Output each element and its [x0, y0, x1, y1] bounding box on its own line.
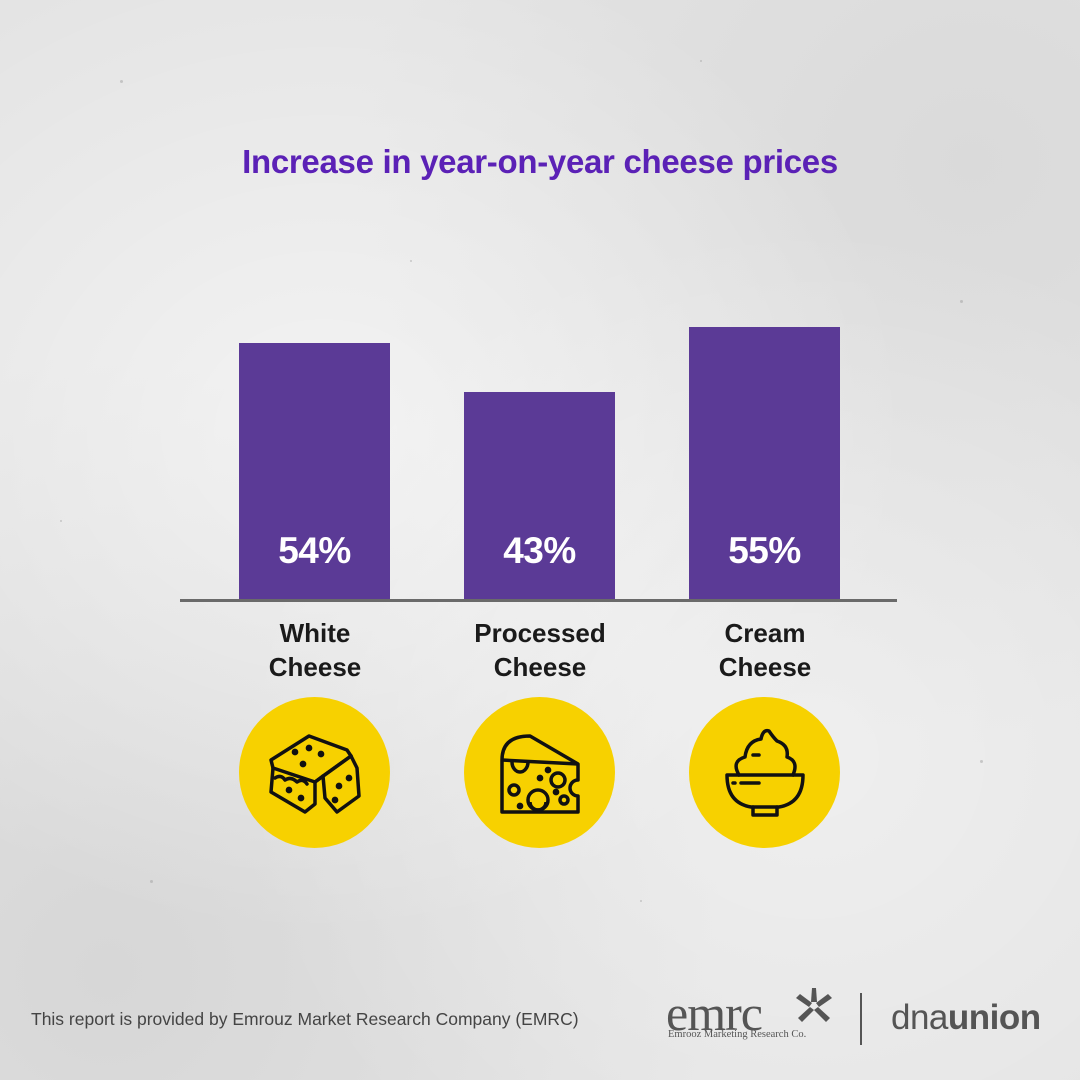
bar-value-label: 43% [503, 530, 576, 571]
footer-credit: This report is provided by Emrouz Market… [31, 1009, 579, 1029]
dnaunion-logo-bold: union [947, 998, 1041, 1037]
bar-white-cheese: 54% [239, 343, 390, 600]
category-label-white-cheese: White Cheese [205, 616, 425, 684]
cheese-block-icon [268, 733, 361, 814]
texture-speck [120, 80, 123, 83]
x-axis-baseline [180, 599, 897, 602]
dnaunion-logo: dnaunion [891, 998, 1041, 1038]
texture-speck [980, 760, 983, 763]
swiss-cheese-wedge-icon [499, 733, 580, 814]
cream-cheese-bowl-icon [724, 728, 805, 817]
bar-processed-cheese: 43% [464, 392, 615, 600]
label-line: White [279, 618, 351, 648]
label-line: Cheese [718, 652, 812, 682]
label-line: Cheese [268, 652, 362, 682]
emrc-logo: emrc Emrooz Marketing Research Co. [666, 985, 836, 1045]
icon-badge-white-cheese [239, 697, 390, 848]
label-line: Cream [724, 618, 806, 648]
chart-title: Increase in year-on-year cheese prices [242, 143, 838, 180]
label-line: Cheese [493, 652, 587, 682]
texture-speck [410, 260, 412, 262]
category-label-cream-cheese: Cream Cheese [655, 616, 875, 684]
category-label-processed-cheese: Processed Cheese [430, 616, 650, 684]
emrc-logo-subtitle: Emrooz Marketing Research Co. [668, 1029, 807, 1040]
texture-speck [700, 60, 702, 62]
dnaunion-logo-light: dna [891, 998, 948, 1037]
emrc-logo-wordmark: emrc [666, 985, 763, 1041]
bar-cream-cheese: 55% [689, 327, 840, 600]
logo-divider [860, 993, 862, 1045]
bar-value-label: 55% [728, 530, 801, 571]
texture-speck [640, 900, 642, 902]
label-line: Processed [474, 618, 606, 648]
texture-speck [60, 520, 62, 522]
icon-badge-processed-cheese [464, 697, 615, 848]
texture-speck [150, 880, 153, 883]
bar-value-label: 54% [278, 530, 351, 571]
texture-speck [960, 300, 963, 303]
icon-badge-cream-cheese [689, 697, 840, 848]
asterisk-star-icon [796, 988, 832, 1022]
